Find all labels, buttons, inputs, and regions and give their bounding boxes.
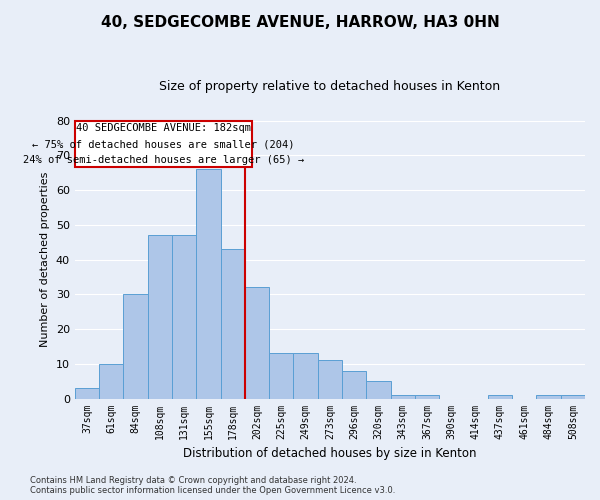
- Bar: [221, 249, 245, 398]
- Bar: [318, 360, 342, 399]
- Y-axis label: Number of detached properties: Number of detached properties: [40, 172, 50, 347]
- Bar: [293, 354, 318, 399]
- Bar: [342, 371, 367, 398]
- Text: Contains HM Land Registry data © Crown copyright and database right 2024.
Contai: Contains HM Land Registry data © Crown c…: [30, 476, 395, 495]
- Bar: [269, 354, 293, 399]
- Bar: [148, 235, 172, 398]
- Bar: [196, 169, 221, 398]
- Bar: [124, 294, 148, 399]
- Bar: [99, 364, 124, 398]
- Text: 40 SEDGECOMBE AVENUE: 182sqm
← 75% of detached houses are smaller (204)
24% of s: 40 SEDGECOMBE AVENUE: 182sqm ← 75% of de…: [23, 124, 304, 164]
- Bar: [172, 235, 196, 398]
- Bar: [245, 288, 269, 399]
- Bar: [75, 388, 99, 398]
- FancyBboxPatch shape: [75, 120, 252, 168]
- Bar: [561, 395, 585, 398]
- Text: 40, SEDGECOMBE AVENUE, HARROW, HA3 0HN: 40, SEDGECOMBE AVENUE, HARROW, HA3 0HN: [101, 15, 499, 30]
- Bar: [488, 395, 512, 398]
- Title: Size of property relative to detached houses in Kenton: Size of property relative to detached ho…: [160, 80, 500, 93]
- Bar: [536, 395, 561, 398]
- X-axis label: Distribution of detached houses by size in Kenton: Distribution of detached houses by size …: [183, 447, 476, 460]
- Bar: [415, 395, 439, 398]
- Bar: [391, 395, 415, 398]
- Bar: [367, 381, 391, 398]
